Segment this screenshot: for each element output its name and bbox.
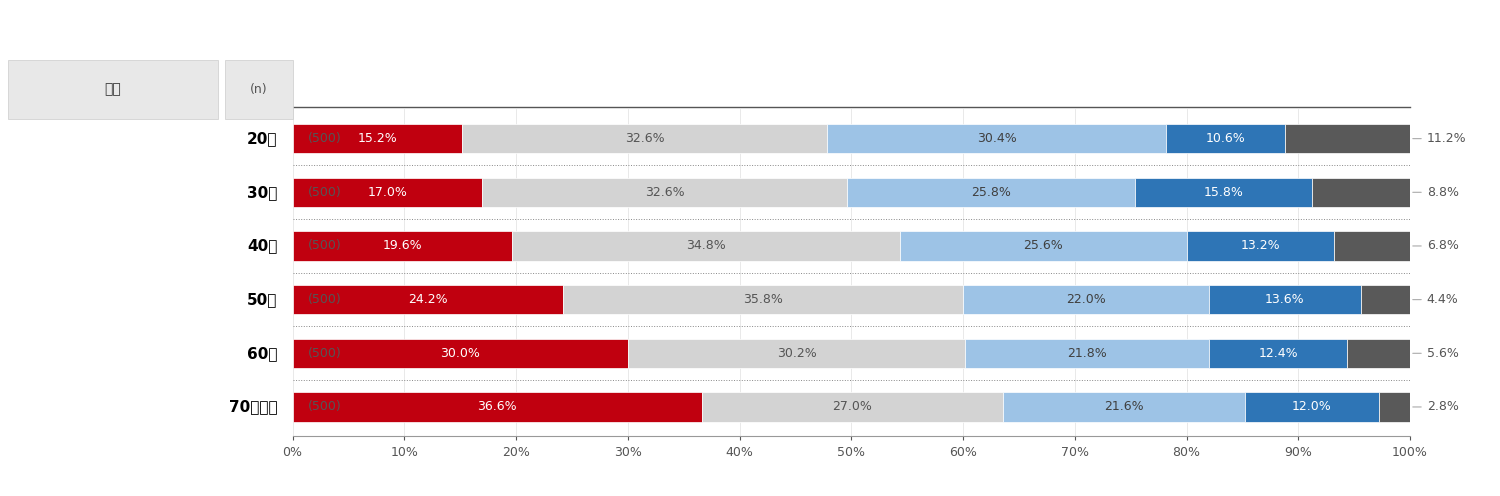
Text: (n): (n) [251, 83, 267, 96]
Text: 27.0%: 27.0% [833, 400, 873, 414]
Text: 10.6%: 10.6% [1206, 132, 1245, 145]
Bar [1186, 231, 1334, 261]
Bar [292, 231, 512, 261]
Text: 15.2%: 15.2% [357, 132, 398, 145]
Bar [1334, 231, 1410, 261]
Bar [1360, 285, 1410, 314]
Text: 13.6%: 13.6% [1264, 293, 1305, 306]
Text: 5.6%: 5.6% [1413, 347, 1458, 360]
Bar [1004, 392, 1245, 422]
Bar [292, 178, 483, 207]
Bar [292, 124, 462, 153]
Text: 12.0%: 12.0% [1292, 400, 1332, 414]
Text: 70代以上: 70代以上 [230, 399, 278, 415]
Bar [1245, 392, 1378, 422]
Text: 19.6%: 19.6% [382, 240, 422, 252]
Text: 2.8%: 2.8% [1413, 400, 1458, 414]
Bar [1209, 339, 1347, 368]
Bar [292, 285, 562, 314]
Text: 30.0%: 30.0% [440, 347, 480, 360]
Text: 34.8%: 34.8% [686, 240, 726, 252]
Bar [292, 339, 627, 368]
Text: 24.2%: 24.2% [408, 293, 447, 306]
Bar [462, 124, 826, 153]
Bar [827, 124, 1167, 153]
Text: 20代: 20代 [248, 131, 278, 146]
Text: 50代: 50代 [248, 292, 278, 307]
Bar [292, 392, 702, 422]
Text: 36.6%: 36.6% [477, 400, 518, 414]
Text: (500): (500) [308, 293, 340, 306]
Text: 11.2%: 11.2% [1413, 132, 1467, 145]
Text: 25.6%: 25.6% [1023, 240, 1064, 252]
Text: (500): (500) [308, 347, 340, 360]
Text: 6.8%: 6.8% [1413, 240, 1458, 252]
Text: 22.0%: 22.0% [1066, 293, 1106, 306]
Text: 30.2%: 30.2% [777, 347, 816, 360]
Text: 40代: 40代 [248, 239, 278, 253]
Text: 35.8%: 35.8% [742, 293, 783, 306]
Text: 年代: 年代 [104, 82, 122, 96]
Bar [1311, 178, 1410, 207]
Bar [1167, 124, 1286, 153]
Bar [964, 339, 1209, 368]
Text: (500): (500) [308, 400, 340, 414]
Text: (500): (500) [308, 132, 340, 145]
Bar [900, 231, 1186, 261]
Bar [702, 392, 1004, 422]
Bar [562, 285, 963, 314]
Text: 60代: 60代 [248, 346, 278, 361]
Text: 8.8%: 8.8% [1413, 186, 1460, 199]
Bar [1378, 392, 1410, 422]
Text: 15.8%: 15.8% [1203, 186, 1243, 199]
Bar [1209, 285, 1360, 314]
Text: 21.6%: 21.6% [1104, 400, 1143, 414]
Text: 21.8%: 21.8% [1066, 347, 1107, 360]
Text: 13.2%: 13.2% [1240, 240, 1280, 252]
Bar [627, 339, 964, 368]
Bar [1286, 124, 1410, 153]
Bar [847, 178, 1136, 207]
Bar [512, 231, 900, 261]
Text: 30代: 30代 [248, 185, 278, 200]
Text: 25.8%: 25.8% [970, 186, 1011, 199]
Text: (500): (500) [308, 186, 340, 199]
Text: 17.0%: 17.0% [368, 186, 408, 199]
Bar [483, 178, 847, 207]
Text: (500): (500) [308, 240, 340, 252]
Bar [963, 285, 1209, 314]
Bar [1347, 339, 1410, 368]
Text: 4.4%: 4.4% [1413, 293, 1458, 306]
Text: 12.4%: 12.4% [1258, 347, 1298, 360]
Text: 32.6%: 32.6% [624, 132, 664, 145]
Bar [1136, 178, 1311, 207]
Text: 30.4%: 30.4% [976, 132, 1017, 145]
Text: 32.6%: 32.6% [645, 186, 684, 199]
